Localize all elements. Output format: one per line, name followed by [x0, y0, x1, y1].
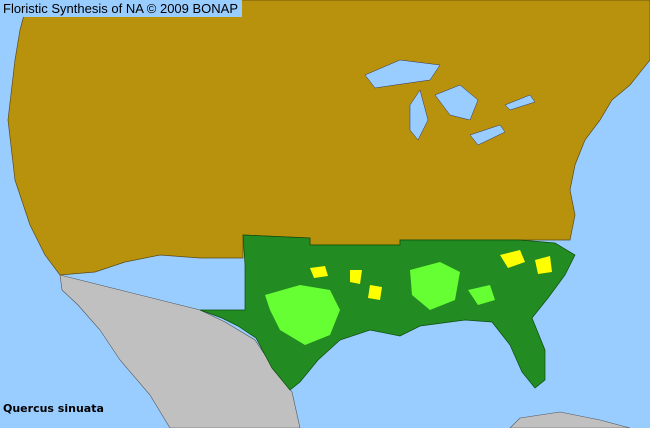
species-label: Quercus sinuata: [3, 402, 104, 415]
range-states: [199, 234, 576, 391]
north-america-land: [7, 0, 650, 276]
cuba: [509, 411, 631, 428]
county-present-clusters: [265, 262, 495, 345]
mexico-region: [59, 274, 301, 428]
great-lakes: [364, 59, 536, 146]
county-rare-clusters: [310, 250, 552, 300]
map-title: Floristic Synthesis of NA © 2009 BONAP: [0, 0, 243, 17]
